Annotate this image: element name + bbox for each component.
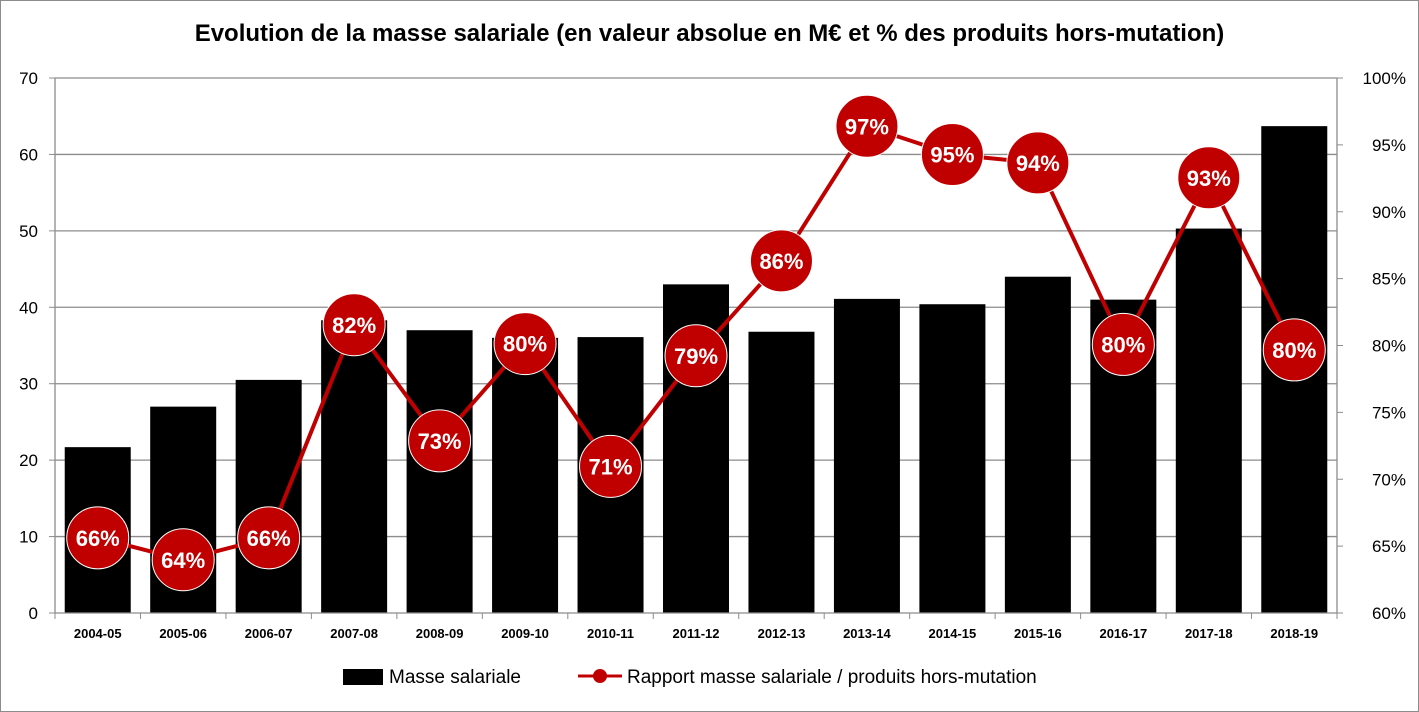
x-axis-tick-label: 2004-05 — [74, 626, 122, 641]
x-axis-tick-label: 2010-11 — [587, 626, 634, 641]
right-axis-tick-label: 75% — [1372, 403, 1406, 422]
right-axis-tick-label: 70% — [1372, 470, 1406, 489]
data-point-marker — [322, 293, 386, 357]
bar — [321, 320, 388, 613]
chart-title: Evolution de la masse salariale (en vale… — [194, 20, 1225, 47]
bar — [235, 379, 302, 613]
data-point-marker — [1262, 318, 1326, 382]
left-axis-tick-label: 60 — [19, 145, 38, 164]
right-axis-tick-label: 95% — [1372, 136, 1406, 155]
x-axis-tick-label: 2015-16 — [1014, 626, 1062, 641]
data-point-marker — [835, 94, 899, 158]
bar — [1004, 276, 1071, 613]
data-label: 93% — [1187, 166, 1231, 191]
data-label: 80% — [1272, 338, 1316, 363]
right-axis-tick-label: 60% — [1372, 604, 1406, 623]
x-axis-tick-label: 2017-18 — [1185, 626, 1233, 641]
data-label: 71% — [589, 454, 633, 479]
bar — [492, 337, 559, 613]
data-label: 94% — [1016, 151, 1060, 176]
bar — [1175, 228, 1242, 614]
bar — [833, 298, 900, 613]
legend-bar-label: Masse salariale — [389, 667, 521, 688]
right-axis-tick-label: 90% — [1372, 203, 1406, 222]
x-axis-tick-label: 2005-06 — [159, 626, 207, 641]
data-label: 80% — [503, 332, 547, 357]
legend-line-label: Rapport masse salariale / produits hors-… — [627, 667, 1037, 688]
x-axis-tick-label: 2013-14 — [843, 626, 891, 641]
x-axis-tick-label: 2011-12 — [673, 626, 720, 641]
data-point-marker — [66, 506, 130, 570]
data-label: 97% — [845, 114, 889, 139]
x-axis-tick-label: 2009-10 — [501, 626, 549, 641]
line-series: 66% 64% 66% 82% 73% 80% 71% 79% 86% 97% 95% 94% 80% 9… — [66, 94, 1326, 592]
bar — [919, 304, 986, 613]
data-point-marker — [151, 528, 215, 592]
legend-line-marker — [593, 669, 607, 683]
data-point-marker — [237, 506, 301, 570]
data-label: 66% — [247, 526, 291, 551]
data-point-marker — [1177, 146, 1241, 210]
data-label: 66% — [76, 526, 120, 551]
data-point-marker — [493, 312, 557, 376]
bar — [748, 331, 815, 613]
x-axis-tick-label: 2008-09 — [416, 626, 464, 641]
right-axis-tick-label: 80% — [1372, 337, 1406, 356]
data-point-marker — [579, 434, 643, 498]
data-point-marker — [664, 324, 728, 388]
left-axis-tick-label: 50 — [19, 222, 38, 241]
data-label: 86% — [759, 249, 803, 274]
data-label: 79% — [674, 344, 718, 369]
left-axis-tick-label: 10 — [19, 528, 38, 547]
right-axis-tick-label: 100% — [1363, 69, 1406, 88]
data-label: 82% — [332, 313, 376, 338]
x-axis-tick-label: 2014-15 — [929, 626, 977, 641]
axes: 0 10 20 30 40 50 60 70 60% 65% 70% 75% 80% 85% 90% 95% 1… — [19, 69, 1406, 641]
data-label: 80% — [1101, 332, 1145, 357]
data-point-marker — [1091, 312, 1155, 376]
x-axis-tick-label: 2007-08 — [330, 626, 378, 641]
data-point-marker — [408, 409, 472, 473]
right-axis-tick-label: 85% — [1372, 270, 1406, 289]
right-axis-tick-label: 65% — [1372, 537, 1406, 556]
legend-bar-swatch — [343, 669, 383, 685]
x-axis-tick-label: 2016-17 — [1099, 626, 1147, 641]
left-axis-tick-label: 0 — [29, 604, 38, 623]
data-point-marker — [1006, 131, 1070, 195]
data-label: 73% — [418, 429, 462, 454]
legend: Masse salariale Rapport masse salariale … — [343, 667, 1037, 688]
left-axis-tick-label: 20 — [19, 451, 38, 470]
left-axis-tick-label: 30 — [19, 375, 38, 394]
x-axis-tick-label: 2006-07 — [245, 626, 293, 641]
data-point-marker — [749, 229, 813, 293]
data-label: 64% — [161, 548, 205, 573]
data-point-marker — [920, 123, 984, 187]
left-axis-tick-label: 70 — [19, 69, 38, 88]
left-axis-tick-label: 40 — [19, 298, 38, 317]
x-axis-tick-label: 2012-13 — [758, 626, 806, 641]
data-label: 95% — [930, 143, 974, 168]
x-axis-tick-label: 2018-19 — [1270, 626, 1318, 641]
